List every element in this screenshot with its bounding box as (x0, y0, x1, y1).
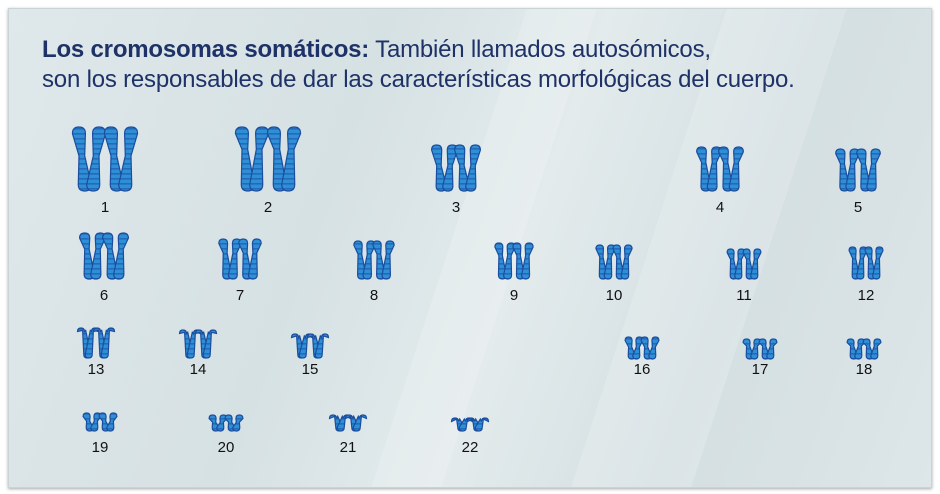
chromosome-pair-13: 13 (76, 327, 116, 378)
chromosome-pair-18: 18 (846, 338, 882, 378)
chromosome-17-a (742, 338, 762, 360)
chromosome-label: 22 (462, 439, 479, 456)
chromosome-14-b (194, 329, 218, 359)
chromosome-11-a (726, 248, 746, 280)
chromosome-10-b (612, 244, 633, 280)
chromosome-pair-12: 12 (848, 246, 884, 304)
chromosome-label: 2 (264, 199, 272, 216)
chromosome-pair-3: 3 (430, 144, 482, 216)
chromosome-label: 10 (606, 287, 623, 304)
chromosome-13-a (76, 327, 100, 359)
chromosome-5-a (835, 148, 860, 192)
chromosome-label: 12 (858, 287, 875, 304)
chromosome-label: 14 (190, 361, 207, 378)
chromosome-pair-15: 15 (290, 333, 330, 378)
chromosome-4-a (696, 146, 722, 192)
chromosome-2-a (234, 126, 270, 192)
chromosome-16-a (624, 336, 644, 360)
chromosome-label: 7 (236, 287, 244, 304)
chromosome-11-b (742, 248, 762, 280)
chromosome-pair-1: 1 (71, 126, 139, 216)
chromosome-label: 13 (88, 361, 105, 378)
chromosome-label: 4 (716, 199, 724, 216)
chromosome-label: 9 (510, 287, 518, 304)
chromosome-15-b (306, 333, 330, 359)
chromosome-12-a (848, 246, 868, 280)
chromosome-20-b (224, 414, 244, 432)
chromosome-22-b (466, 417, 490, 432)
chromosome-18-a (846, 338, 866, 360)
chromosome-9-b (512, 242, 534, 280)
chromosome-label: 6 (100, 287, 108, 304)
chromosome-pair-6: 6 (78, 232, 130, 304)
chromosome-pair-8: 8 (353, 240, 395, 304)
chromosome-pair-20: 20 (208, 414, 244, 456)
chromosome-7-b (238, 238, 262, 280)
chromosome-8-a (353, 240, 376, 280)
chromosome-pair-16: 16 (624, 336, 660, 378)
chromosome-pair-5: 5 (835, 148, 881, 216)
chromosome-pair-11: 11 (726, 248, 762, 304)
chromosome-7-a (218, 238, 242, 280)
chromosome-18-b (862, 338, 882, 360)
chromosome-label: 19 (92, 439, 109, 456)
chromosome-label: 20 (218, 439, 235, 456)
chromosome-19-a (82, 412, 102, 432)
chromosome-3-a (430, 144, 459, 192)
chromosome-6-a (78, 232, 107, 280)
heading-bold: Los cromosomas somáticos: (42, 36, 370, 63)
chromosome-pair-4: 4 (696, 146, 744, 216)
chromosome-21-a (328, 414, 352, 432)
heading-line-2: son los responsables de dar las caracter… (42, 66, 795, 93)
chromosome-label: 8 (370, 287, 378, 304)
chromosome-5-b (856, 148, 881, 192)
chromosome-pair-2: 2 (234, 126, 302, 216)
chromosome-9-a (494, 242, 516, 280)
chromosome-label: 17 (752, 361, 769, 378)
chromosome-6-b (101, 232, 130, 280)
chromosome-19-b (98, 412, 118, 432)
heading: Los cromosomas somáticos: También llamad… (42, 35, 795, 95)
chromosome-label: 21 (340, 439, 357, 456)
heading-rest: También llamados autosómicos, (369, 36, 711, 63)
chromosome-22-a (450, 417, 474, 432)
chromosome-2-b (266, 126, 302, 192)
chromosome-label: 11 (736, 287, 752, 304)
chromosome-pair-7: 7 (218, 238, 262, 304)
chromosome-label: 15 (302, 361, 319, 378)
chromosome-1-a (71, 126, 107, 192)
chromosome-3-b (453, 144, 482, 192)
chromosome-21-b (344, 414, 368, 432)
chromosome-4-b (718, 146, 744, 192)
chromosome-label: 1 (101, 199, 109, 216)
chromosome-pair-22: 22 (450, 417, 490, 456)
chromosome-pair-14: 14 (178, 329, 218, 378)
chromosome-12-b (864, 246, 884, 280)
chromosome-pair-9: 9 (494, 242, 534, 304)
chromosome-label: 5 (854, 199, 862, 216)
chromosome-1-b (103, 126, 139, 192)
chromosome-14-a (178, 329, 202, 359)
chromosome-10-a (595, 244, 616, 280)
chromosome-20-a (208, 414, 228, 432)
chromosome-pair-21: 21 (328, 414, 368, 456)
chromosome-13-b (92, 327, 116, 359)
chromosome-label: 3 (452, 199, 460, 216)
chromosome-8-b (372, 240, 395, 280)
chromosome-pair-19: 19 (82, 412, 118, 456)
chromosome-16-b (640, 336, 660, 360)
chromosome-label: 18 (856, 361, 873, 378)
chromosome-17-b (758, 338, 778, 360)
karyotype-panel (8, 8, 932, 488)
chromosome-15-a (290, 333, 314, 359)
chromosome-pair-10: 10 (595, 244, 633, 304)
chromosome-pair-17: 17 (742, 338, 778, 378)
chromosome-label: 16 (634, 361, 651, 378)
